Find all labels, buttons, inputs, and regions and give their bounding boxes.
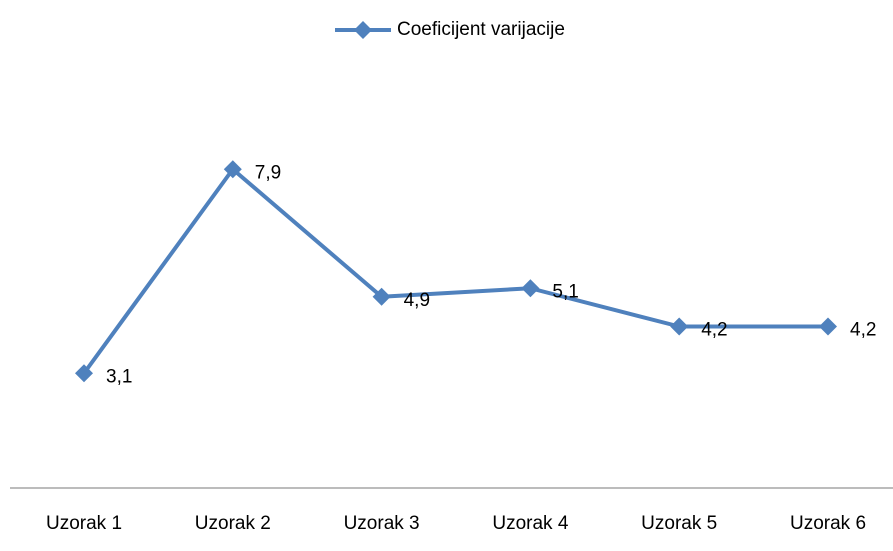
- legend-label: Coeficijent varijacije: [397, 19, 565, 40]
- data-label: 4,2: [850, 320, 876, 341]
- marker: [521, 279, 540, 298]
- marker: [819, 317, 837, 336]
- x-tick-label: Uzorak 5: [641, 513, 717, 534]
- marker: [670, 317, 689, 336]
- data-label: 7,9: [255, 162, 281, 183]
- x-tick-label: Uzorak 3: [344, 513, 420, 534]
- marker: [223, 160, 242, 179]
- x-tick-label: Uzorak 4: [492, 513, 568, 534]
- marker: [75, 364, 93, 383]
- data-label: 4,9: [404, 290, 430, 311]
- series-line: [82, 167, 828, 375]
- data-label: 3,1: [106, 366, 132, 387]
- marker: [372, 287, 391, 306]
- x-tick-label: Uzorak 2: [195, 513, 271, 534]
- x-tick-label: Uzorak 1: [46, 513, 122, 534]
- data-label: 5,1: [552, 281, 578, 302]
- legend-marker: [354, 21, 372, 39]
- data-label: 4,2: [701, 320, 727, 341]
- x-tick-label: Uzorak 6: [790, 513, 866, 534]
